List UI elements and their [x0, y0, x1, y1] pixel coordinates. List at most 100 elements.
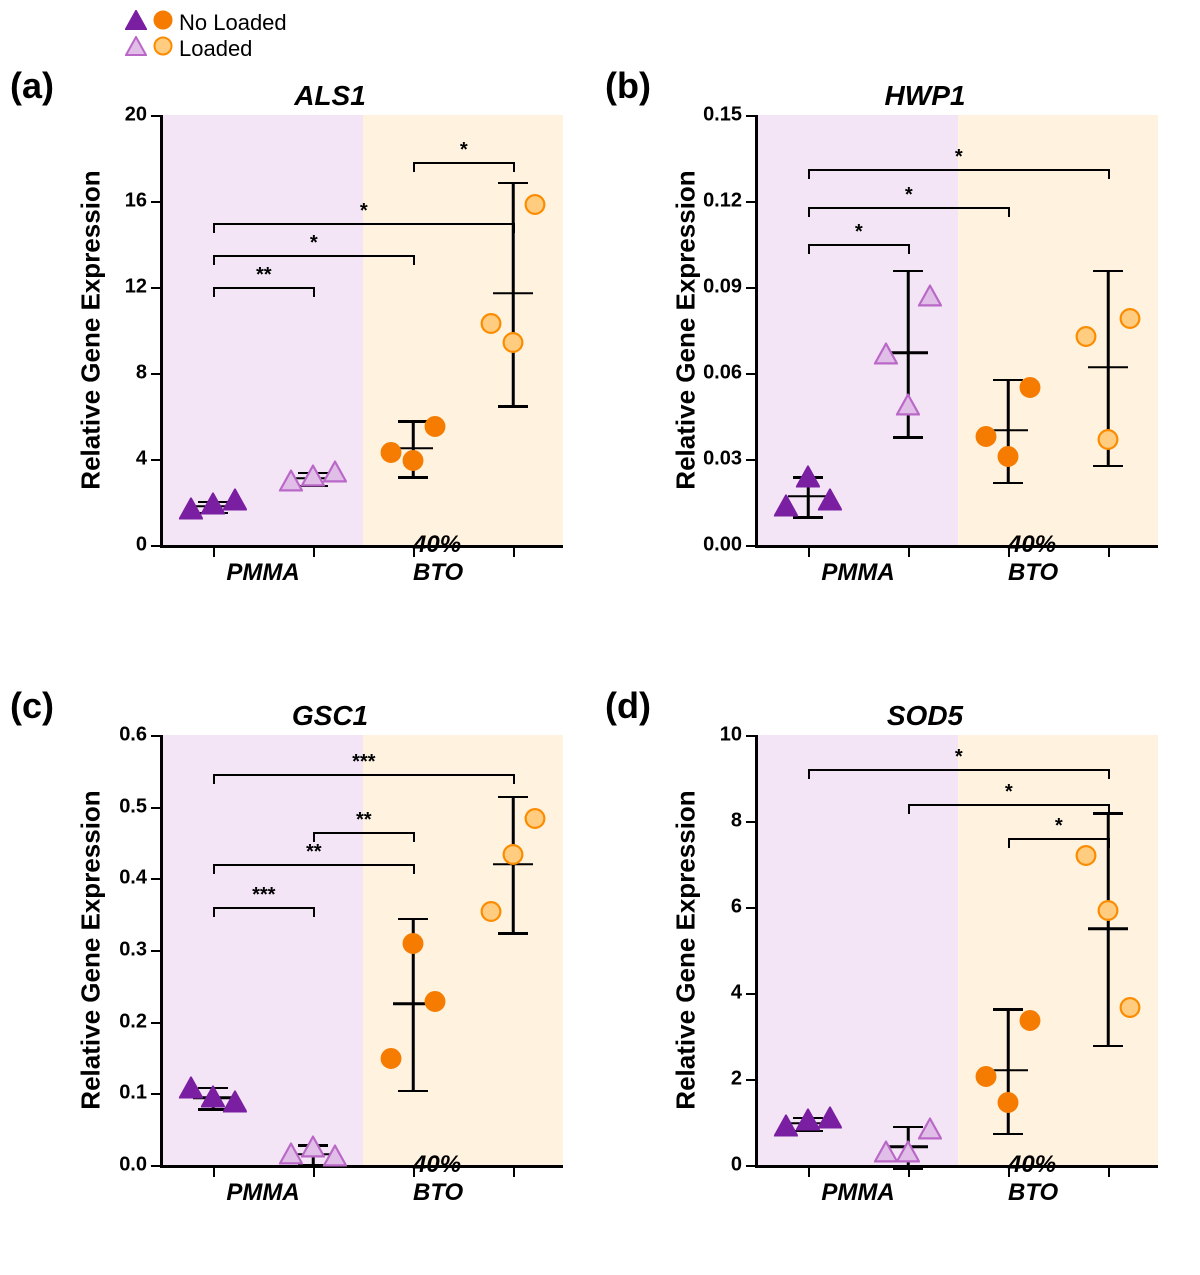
x-category-label: 40% BTO [413, 1151, 513, 1207]
data-point [502, 332, 524, 359]
y-tick-label: 4 [731, 982, 758, 1005]
significance-label: * [954, 746, 962, 769]
error-bar-cap [498, 182, 528, 185]
data-point [796, 466, 820, 493]
data-point [1019, 377, 1041, 404]
significance-line [213, 774, 513, 776]
data-point [1119, 308, 1141, 335]
significance-label: ** [355, 809, 371, 832]
significance-label: * [459, 139, 467, 162]
data-point [1019, 1010, 1041, 1037]
x-tick [413, 1165, 415, 1177]
x-tick [313, 1165, 315, 1177]
data-point [918, 1117, 942, 1144]
y-tick-label: 0 [731, 1154, 758, 1177]
data-point [424, 990, 446, 1017]
significance-line [213, 907, 313, 909]
data-point [279, 469, 303, 496]
bg-pmma [758, 115, 958, 545]
x-tick [908, 545, 910, 557]
significance-drop [1108, 804, 1110, 814]
significance-drop [808, 207, 810, 217]
data-point [918, 285, 942, 312]
significance-label: *** [251, 884, 274, 907]
x-category-label: PMMA [226, 559, 299, 587]
error-bar-cap [993, 1133, 1023, 1136]
x-category-label: 40% BTO [1008, 1151, 1108, 1207]
significance-drop [213, 223, 215, 233]
data-point [896, 1141, 920, 1168]
data-point [323, 461, 347, 488]
error-bar-cap [498, 796, 528, 799]
panel-label-b: (b) [605, 65, 651, 107]
y-tick-label: 0.15 [703, 104, 758, 127]
legend-label: Loaded [179, 36, 252, 62]
legend: No LoadedLoaded [125, 10, 287, 62]
y-tick-label: 0 [136, 534, 163, 557]
bg-bto [363, 735, 563, 1165]
error-bar-cap [398, 1090, 428, 1093]
data-point [1097, 900, 1119, 927]
bg-bto [958, 735, 1158, 1165]
data-point [818, 1106, 842, 1133]
y-tick-label: 0.12 [703, 190, 758, 213]
error-bar-cap [1093, 465, 1123, 468]
y-tick-label: 12 [125, 276, 163, 299]
bg-bto [363, 115, 563, 545]
significance-label: * [1004, 781, 1012, 804]
plot-area: Relative Gene Expression0.00.10.20.30.40… [160, 735, 563, 1168]
data-point [874, 342, 898, 369]
significance-label: * [854, 221, 862, 244]
y-tick-label: 4 [136, 448, 163, 471]
error-bar-cap [1093, 1045, 1123, 1048]
y-axis-label: Relative Gene Expression [76, 170, 107, 489]
significance-drop [908, 244, 910, 254]
significance-drop [908, 804, 910, 814]
x-tick [313, 545, 315, 557]
x-tick [1108, 1165, 1110, 1177]
significance-label: * [904, 184, 912, 207]
x-tick [413, 545, 415, 557]
significance-label: * [954, 146, 962, 169]
x-tick [213, 1165, 215, 1177]
data-point [774, 494, 798, 521]
panel-b: HWP1Relative Gene Expression0.000.030.06… [665, 70, 1185, 630]
data-point [774, 1115, 798, 1142]
data-point [201, 1086, 225, 1113]
data-point [480, 901, 502, 928]
significance-drop [513, 223, 515, 233]
y-tick-label: 8 [136, 362, 163, 385]
significance-line [808, 769, 1108, 771]
significance-line [213, 255, 413, 257]
significance-drop [313, 907, 315, 917]
significance-line [213, 864, 413, 866]
data-point [818, 489, 842, 516]
significance-line [908, 804, 1108, 806]
y-axis-label: Relative Gene Expression [671, 170, 702, 489]
panel-label-a: (a) [10, 65, 54, 107]
significance-drop [1108, 169, 1110, 179]
panel-label-c: (c) [10, 685, 54, 727]
figure: No LoadedLoaded (a) (b) (c) (d) ALS1Rela… [0, 0, 1200, 1275]
data-point [179, 1076, 203, 1103]
significance-label: *** [351, 751, 374, 774]
significance-drop [413, 162, 415, 172]
y-tick-label: 0.1 [119, 1082, 163, 1105]
data-point [380, 1048, 402, 1075]
significance-drop [1008, 838, 1010, 848]
y-tick-label: 20 [125, 104, 163, 127]
error-bar-cap [893, 436, 923, 439]
data-point [402, 933, 424, 960]
x-category-label: 40% BTO [413, 531, 513, 587]
data-point [402, 450, 424, 477]
panel-a: ALS1Relative Gene Expression048121620PMM… [70, 70, 590, 630]
panel-d: SOD5Relative Gene Expression0246810PMMA4… [665, 690, 1185, 1250]
significance-drop [213, 774, 215, 784]
data-point [975, 425, 997, 452]
x-tick [808, 545, 810, 557]
data-point [502, 843, 524, 870]
significance-drop [808, 244, 810, 254]
error-bar-cap [1093, 270, 1123, 273]
y-axis-label: Relative Gene Expression [671, 790, 702, 1109]
significance-label: ** [305, 841, 321, 864]
